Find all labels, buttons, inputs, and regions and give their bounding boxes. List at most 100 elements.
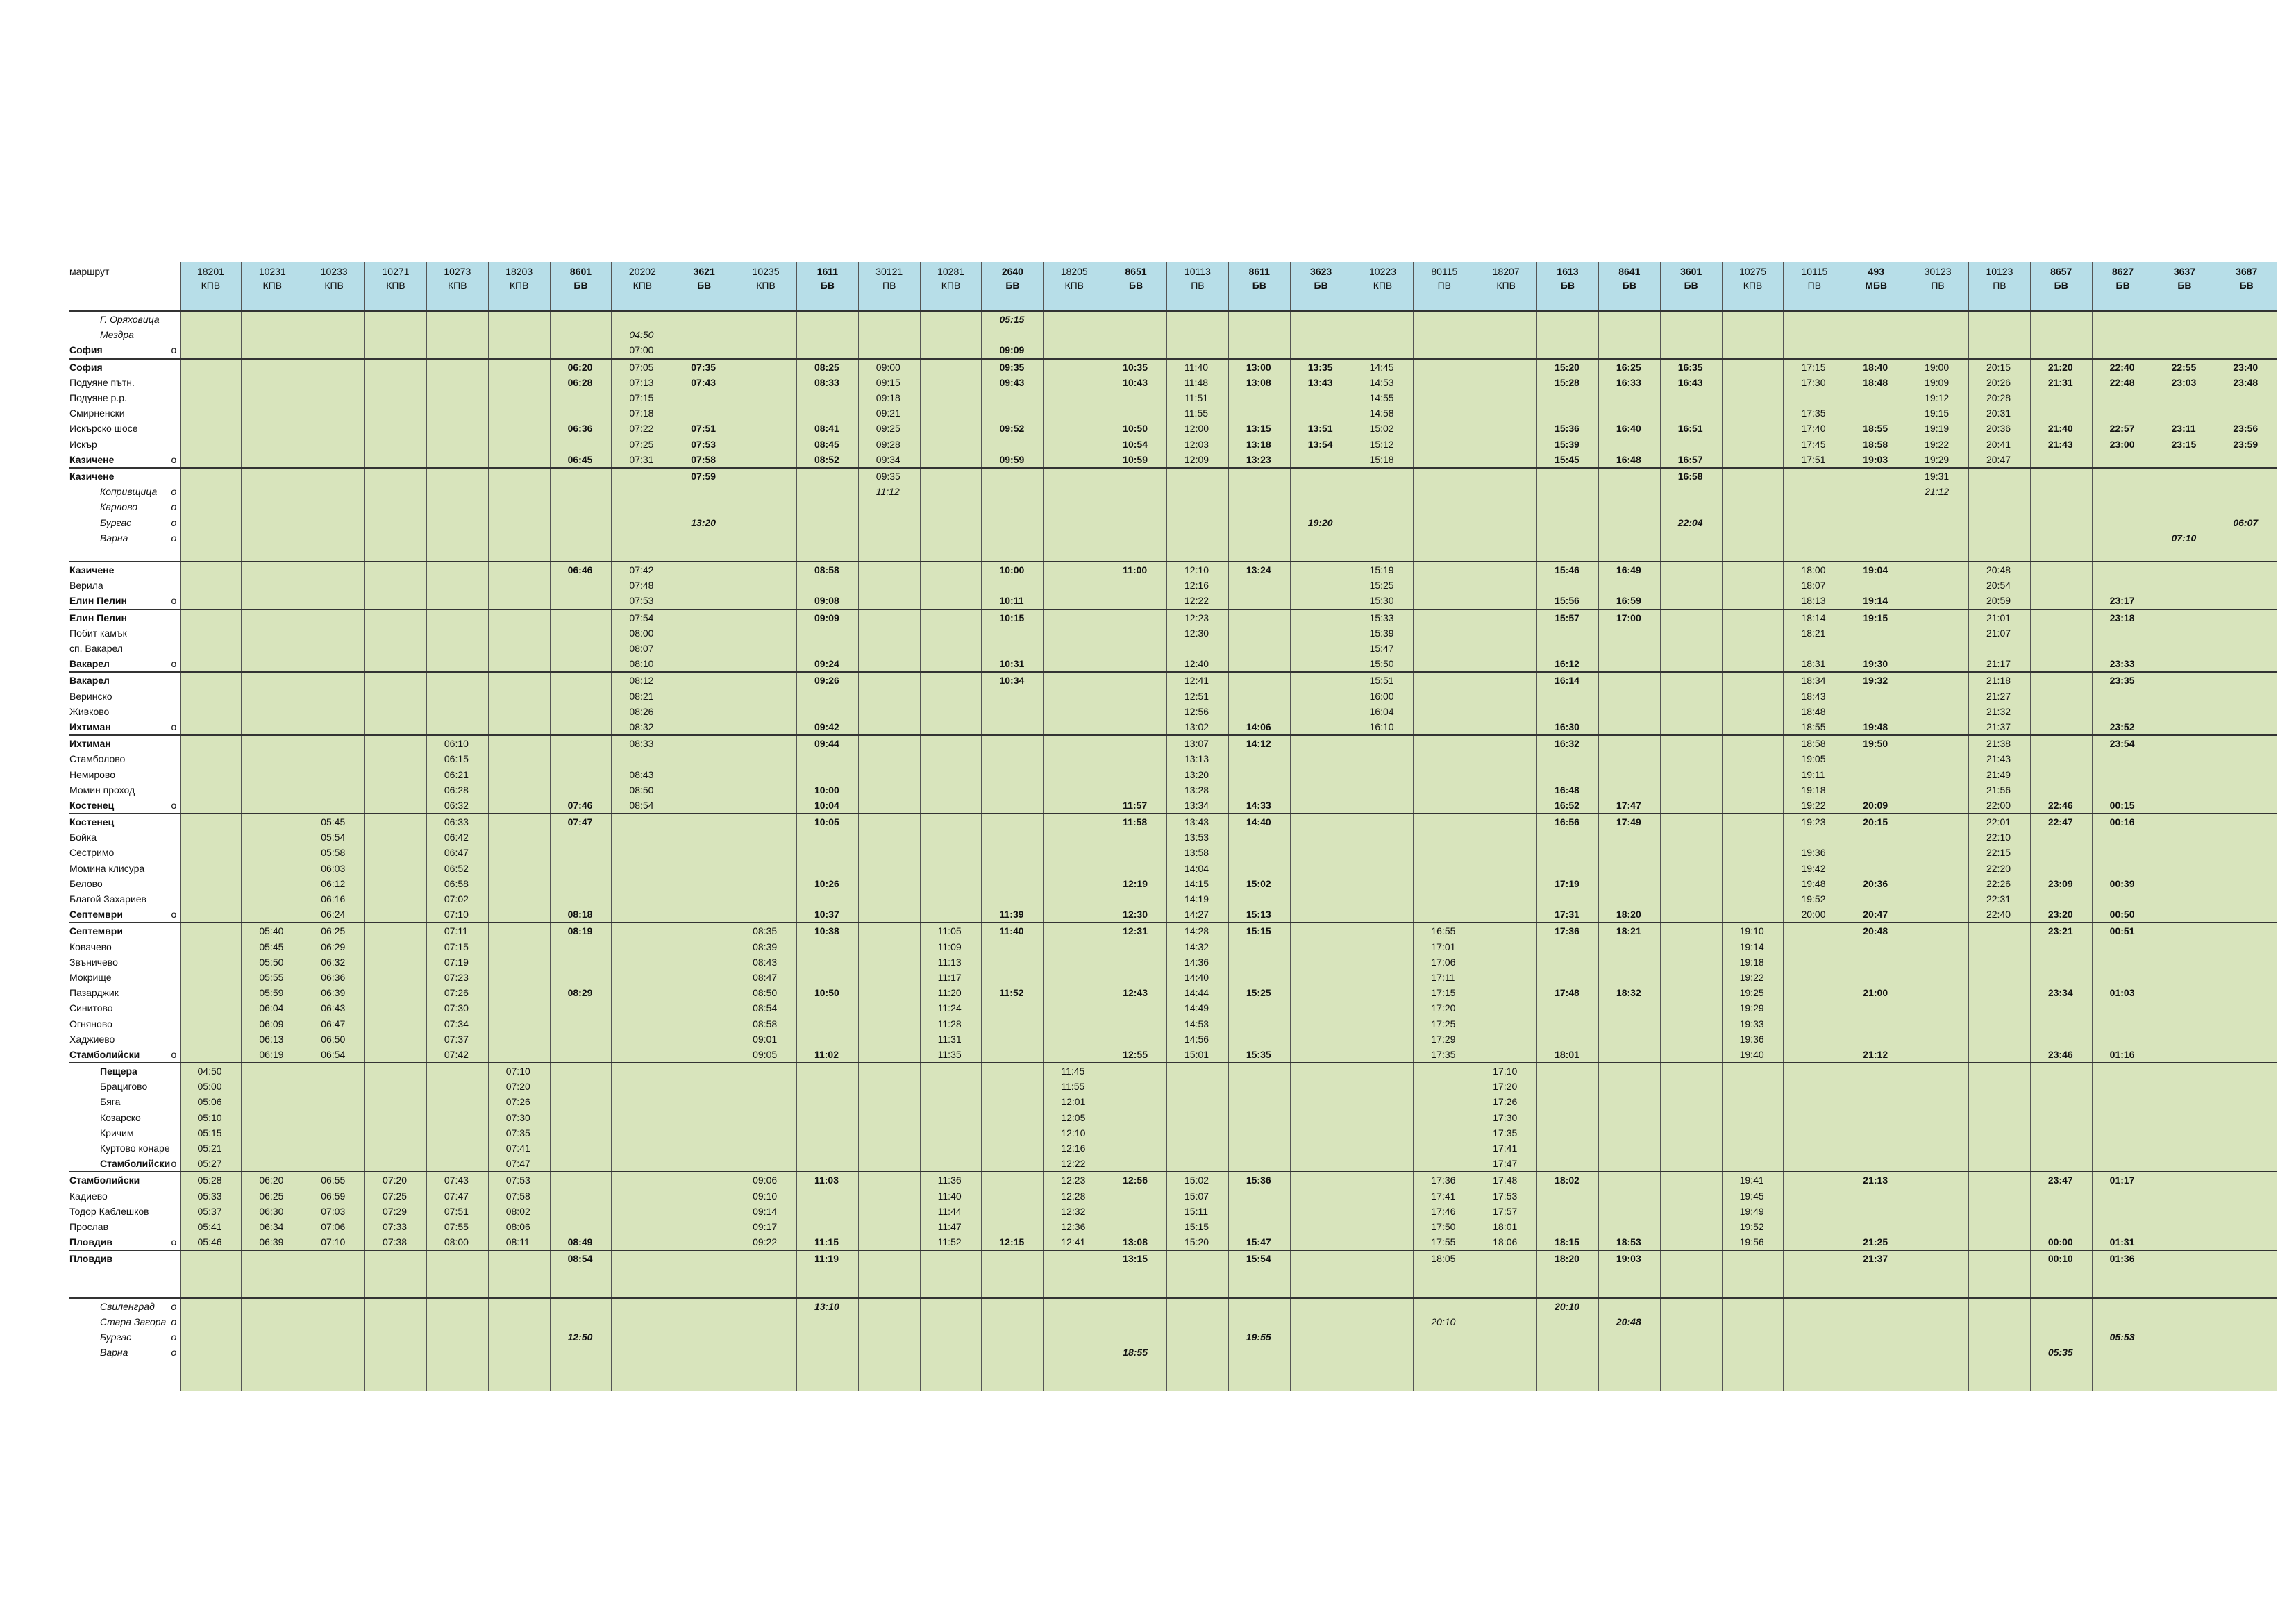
time-cell [1043, 656, 1105, 673]
train-number: 18201 [196, 266, 224, 277]
time-cell [1475, 311, 1537, 328]
train-number: 8641 [1618, 266, 1641, 277]
station-mark [171, 1219, 180, 1234]
time-cell: 15:50 [1351, 656, 1414, 673]
time-cell [364, 845, 427, 861]
time-cell [2091, 1345, 2154, 1361]
time-cell [1659, 545, 1723, 562]
time-cell [487, 734, 551, 752]
time-cell [981, 1218, 1044, 1235]
time-cell [1907, 751, 1969, 767]
time-cell [1105, 389, 1167, 406]
time-cell [1413, 436, 1475, 452]
time-cell [487, 342, 551, 359]
time-cell: 06:45 [549, 451, 612, 468]
train-header: 10113 ПВ [1166, 262, 1229, 312]
time-cell [1043, 311, 1105, 328]
time-cell [1351, 1171, 1414, 1188]
station-mark [171, 360, 180, 375]
time-cell [1105, 1314, 1167, 1330]
time-cell [1105, 608, 1167, 625]
time-cell [1783, 530, 1845, 546]
time-cell [735, 1109, 797, 1125]
station-wrap: Бургас о [69, 515, 180, 530]
time-cell [1289, 766, 1352, 782]
station-cell: Огняново [69, 1016, 181, 1032]
time-cell [1413, 484, 1475, 500]
time-cell [2091, 766, 2154, 782]
station-cell: Момина клисура [69, 860, 181, 876]
time-cell [1845, 860, 1907, 876]
time-cell [1659, 656, 1723, 673]
time-cell [673, 812, 735, 830]
time-cell [241, 1094, 303, 1110]
empty-row [69, 1360, 2277, 1376]
time-cell [1166, 1345, 1229, 1361]
time-cell [2029, 891, 2093, 907]
time-cell [1845, 1266, 1907, 1282]
time-cell [241, 1375, 303, 1391]
station-name: Брацигово [100, 1081, 148, 1093]
time-cell: 22:47 [2029, 812, 2093, 830]
time-cell [857, 560, 921, 578]
time-cell [735, 830, 797, 846]
time-cell [1289, 1345, 1352, 1361]
station-cell: Варна о [69, 1345, 181, 1361]
time-cell: 06:07 [2215, 514, 2277, 530]
time-cell [364, 688, 427, 704]
time-cell [487, 812, 551, 830]
time-cell [1166, 1094, 1229, 1110]
station-wrap: Пазарджик [69, 985, 180, 1000]
time-cell [796, 578, 859, 594]
time-cell [735, 1314, 797, 1330]
station-row: Казичене 06:46 07:42 08:58 10:00 11:00 12:10 13… [69, 560, 2277, 578]
time-cell [2029, 1125, 2093, 1141]
time-cell [1907, 545, 1969, 562]
time-cell [1351, 891, 1414, 907]
station-cell: Пазарджик [69, 985, 181, 1001]
time-cell [1475, 766, 1537, 782]
time-cell [1413, 751, 1475, 767]
station-mark [171, 1094, 180, 1109]
time-cell [673, 703, 735, 719]
time-cell [364, 797, 427, 814]
time-cell: 07:30 [487, 1109, 551, 1125]
time-cell [2153, 1234, 2215, 1251]
time-cell [179, 985, 242, 1001]
time-cell: 13:20 [1166, 766, 1229, 782]
time-cell [1845, 342, 1907, 359]
train-header: 2640 БВ [981, 262, 1044, 312]
station-mark [171, 1000, 180, 1016]
time-cell [1536, 766, 1599, 782]
time-cell [364, 405, 427, 421]
station-name: Благой Захариев [69, 893, 146, 905]
time-cell [1105, 734, 1167, 752]
time-cell [1659, 1218, 1723, 1235]
time-cell [549, 593, 612, 609]
station-wrap: София о [69, 342, 180, 358]
station-row: Мокрище 05:55 06:36 07:23 08:47 11:17 14:40 17:… [69, 969, 2277, 986]
time-cell [1721, 1125, 1784, 1141]
time-cell [1968, 1266, 2031, 1282]
station-name: Казичене [69, 470, 115, 482]
time-cell [303, 1345, 365, 1361]
time-cell [735, 625, 797, 641]
time-cell [1598, 1156, 1661, 1172]
time-cell [1721, 860, 1784, 876]
time-cell [1351, 545, 1414, 562]
station-cell: Бойка [69, 830, 181, 846]
time-cell [857, 608, 921, 625]
time-cell [487, 593, 551, 609]
time-cell: 13:51 [1289, 421, 1352, 437]
time-cell [426, 688, 489, 704]
time-cell [673, 1345, 735, 1361]
time-cell [981, 405, 1044, 421]
time-cell [2091, 939, 2154, 955]
time-cell [241, 514, 303, 530]
station-cell: Ихтиман о [69, 718, 181, 736]
time-cell: 11:20 [919, 985, 982, 1001]
station-mark [171, 1016, 180, 1032]
time-cell: 07:53 [673, 436, 735, 452]
time-cell [1598, 1046, 1661, 1063]
time-cell [1907, 718, 1969, 736]
